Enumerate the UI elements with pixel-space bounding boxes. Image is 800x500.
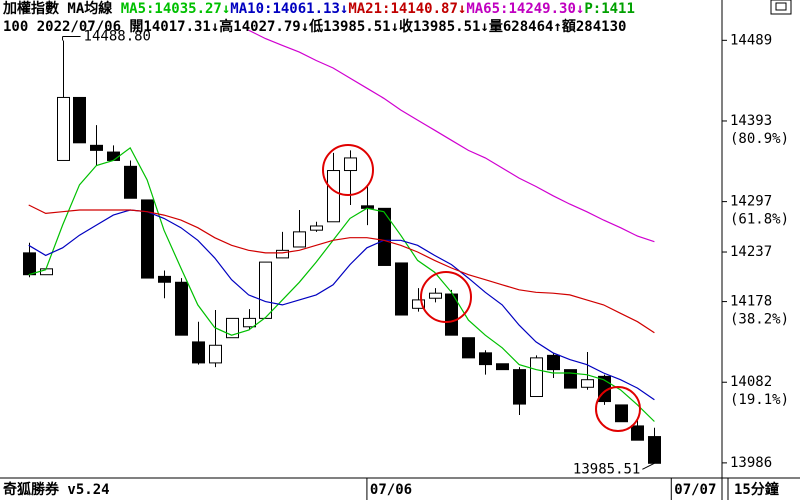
- candle-body: [293, 231, 306, 248]
- candle-body: [429, 292, 442, 299]
- window-button[interactable]: [770, 0, 792, 15]
- y-tick-label: 14393: [730, 113, 772, 129]
- highlight-circle: [420, 271, 472, 323]
- candle-body: [581, 379, 594, 388]
- candle-body: [513, 369, 526, 405]
- ratio-label: (19.1%): [730, 392, 789, 408]
- candle-body: [479, 352, 492, 366]
- candle-body: [90, 144, 103, 151]
- candle-body: [615, 404, 628, 423]
- candle-body: [243, 317, 256, 328]
- ratio-label: (38.2%): [730, 312, 789, 328]
- candle-body: [57, 96, 70, 161]
- footer-left: 奇狐勝券 v5.24: [3, 481, 110, 498]
- candle-body: [192, 341, 205, 364]
- candle-body: [73, 96, 86, 144]
- candle-body: [547, 354, 560, 371]
- header-segment: P:1411: [584, 1, 635, 17]
- candle-body: [310, 225, 323, 231]
- y-tick-label: 13986: [730, 455, 772, 471]
- candle-body: [564, 369, 577, 389]
- ma-line: [28, 204, 655, 334]
- ma-line: [248, 29, 655, 243]
- candle-body: [23, 252, 36, 276]
- candle-body: [530, 357, 543, 398]
- ma-line: [28, 147, 655, 422]
- header-segment: MA5:14035.27↓: [121, 1, 231, 17]
- highlight-circle: [595, 386, 641, 432]
- y-tick-label: 14237: [730, 244, 772, 260]
- candle-body: [175, 281, 188, 336]
- candle-body: [648, 436, 661, 464]
- candle-body: [395, 262, 408, 316]
- candle-body: [107, 151, 120, 161]
- y-tick-label: 14297: [730, 194, 772, 210]
- header-segment: 加權指數 MA均線: [2, 0, 121, 17]
- y-tick-label: 14178: [730, 294, 772, 310]
- header-segment: MA21:14140.87↓: [348, 1, 466, 17]
- ratio-label: (61.8%): [730, 212, 789, 228]
- candle-body: [40, 268, 53, 276]
- low-label: 13985.51: [573, 461, 640, 477]
- ratio-label: (80.9%): [730, 131, 789, 147]
- candle-body: [631, 425, 644, 441]
- candle-body: [496, 363, 509, 371]
- candle-body: [412, 299, 425, 309]
- candle-body: [276, 249, 289, 259]
- header-segment: MA65:14249.30↓: [466, 1, 584, 17]
- header-segment: MA10:14061.13↓: [230, 1, 348, 17]
- candle-body: [226, 317, 239, 339]
- candle-body: [209, 344, 222, 364]
- subheader: 100 2022/07/06 開14017.31↓高14027.79↓低1398…: [3, 18, 626, 35]
- candle-body: [141, 199, 154, 279]
- leader-line: [642, 462, 655, 470]
- window-icon: [775, 2, 787, 11]
- candle-body: [259, 261, 272, 319]
- high-label: 14488.80: [84, 28, 151, 44]
- y-tick-label: 14082: [730, 374, 772, 390]
- footer-right: 15分鐘: [734, 481, 779, 498]
- overlay: 14489 14393 14297 14237 14178 14082 13986 (80.9…: [62, 28, 789, 500]
- y-tick-label: 14489: [730, 32, 772, 48]
- candle-body: [327, 170, 340, 223]
- candle-body: [344, 157, 357, 172]
- candle-body: [158, 275, 171, 283]
- plot-area: [23, 29, 661, 464]
- candle-body: [124, 165, 137, 199]
- candle-body: [462, 337, 475, 359]
- x-tick-label: 07/07: [674, 482, 716, 498]
- candle-body: [445, 293, 458, 336]
- candle-body: [378, 207, 391, 266]
- header: 加權指數 MA均線 MA5:14035.27↓MA10:14061.13↓MA2…: [2, 0, 635, 17]
- x-tick-label: 07/06: [370, 482, 412, 498]
- highlight-circle: [322, 144, 374, 196]
